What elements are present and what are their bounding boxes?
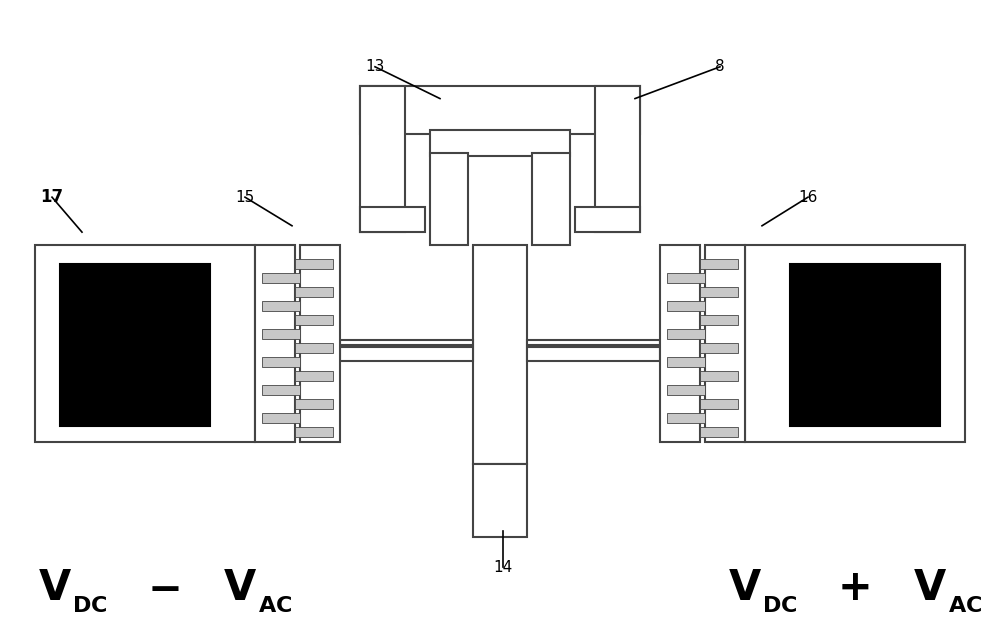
Text: $\mathbf{DC}$: $\mathbf{DC}$ (762, 596, 798, 616)
Bar (255, 245, 295, 442)
Bar (262, 357, 300, 367)
Bar (667, 357, 705, 367)
Text: $\mathbf{-}$: $\mathbf{-}$ (147, 567, 179, 609)
Bar (262, 273, 300, 283)
Bar (527, 347, 660, 361)
Bar (745, 245, 965, 442)
Bar (295, 287, 333, 297)
Bar (700, 343, 738, 353)
Bar (340, 347, 473, 361)
Bar (473, 464, 527, 537)
Bar (295, 427, 333, 437)
Text: 8: 8 (715, 59, 725, 74)
Bar (262, 385, 300, 395)
Bar (700, 287, 738, 297)
Bar (700, 427, 738, 437)
Bar (360, 86, 405, 232)
Text: 13: 13 (365, 59, 385, 74)
Bar (667, 413, 705, 423)
Text: 14: 14 (493, 560, 513, 575)
Text: $\mathbf{+}$: $\mathbf{+}$ (837, 567, 869, 609)
Text: $\mathbf{AC}$: $\mathbf{AC}$ (258, 596, 292, 616)
Bar (262, 301, 300, 311)
Bar (790, 264, 940, 426)
Bar (295, 315, 333, 325)
Bar (60, 264, 210, 426)
Bar (340, 340, 473, 345)
Bar (430, 130, 570, 156)
Bar (700, 399, 738, 409)
Text: $\mathbf{V}$: $\mathbf{V}$ (728, 567, 762, 609)
Text: $\mathbf{V}$: $\mathbf{V}$ (913, 567, 947, 609)
Bar (705, 245, 745, 442)
Bar (360, 207, 425, 232)
Bar (667, 385, 705, 395)
Bar (360, 86, 640, 134)
Bar (295, 343, 333, 353)
Text: 17: 17 (40, 188, 64, 206)
Text: $\mathbf{V}$: $\mathbf{V}$ (223, 567, 257, 609)
Bar (473, 245, 527, 464)
Bar (700, 371, 738, 381)
Bar (295, 399, 333, 409)
Text: $\mathbf{V}$: $\mathbf{V}$ (38, 567, 72, 609)
Text: $\mathbf{AC}$: $\mathbf{AC}$ (948, 596, 982, 616)
Bar (667, 301, 705, 311)
Bar (595, 86, 640, 232)
Bar (532, 153, 570, 245)
Bar (667, 273, 705, 283)
Bar (527, 340, 660, 345)
Text: 15: 15 (235, 190, 255, 205)
Bar (295, 371, 333, 381)
Bar (295, 259, 333, 269)
Bar (35, 245, 255, 442)
Text: 16: 16 (798, 190, 818, 205)
Bar (700, 259, 738, 269)
Bar (575, 207, 640, 232)
Bar (430, 153, 468, 245)
Text: $\mathbf{DC}$: $\mathbf{DC}$ (72, 596, 108, 616)
Bar (262, 413, 300, 423)
Bar (660, 245, 700, 442)
Bar (667, 329, 705, 339)
Bar (262, 329, 300, 339)
Bar (300, 245, 340, 442)
Bar (700, 315, 738, 325)
